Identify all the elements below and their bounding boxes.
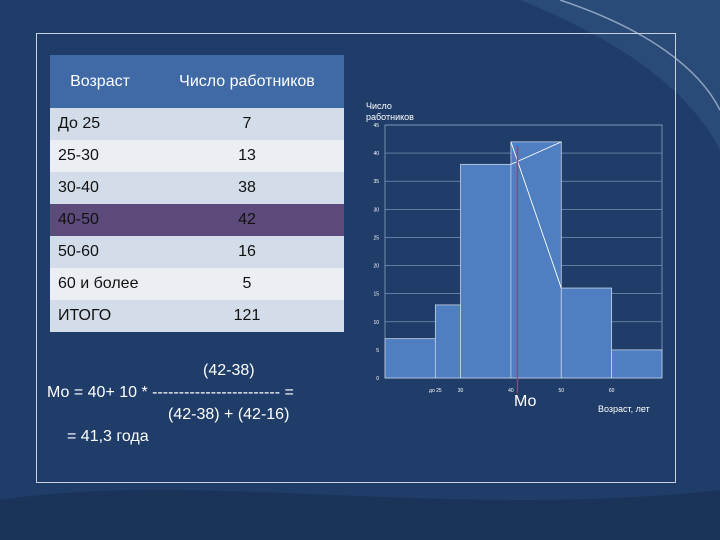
header-count: Число работников (149, 55, 344, 108)
histogram-bar (384, 338, 436, 379)
table-row: До 25 7 (50, 108, 344, 140)
histogram-bar (510, 141, 562, 379)
x-tick-label: 50 (558, 388, 564, 394)
cell-age: 50-60 (50, 236, 150, 268)
table-row: 30-40 38 (50, 172, 344, 204)
header-age: Возраст (50, 55, 150, 108)
cell-count: 42 (149, 204, 344, 236)
table-row: 25-30 13 (50, 140, 344, 172)
mode-construction-line (510, 141, 562, 289)
y-tick-label: 35 (373, 179, 379, 185)
histogram-bar (560, 287, 613, 379)
y-tick-label: 30 (373, 207, 379, 213)
table-row: 50-60 16 (50, 236, 344, 268)
cell-age: 30-40 (50, 172, 150, 204)
x-tick-label: 30 (458, 388, 464, 394)
table-row: 60 и более 5 (50, 268, 344, 300)
x-tick-label: 40 (508, 388, 514, 394)
y-tick-label: 45 (373, 123, 379, 129)
cell-count: 5 (149, 268, 344, 300)
cell-count: 16 (149, 236, 344, 268)
formula-denominator: (42-38) + (42-16) (168, 406, 290, 423)
y-tick-label: 0 (376, 376, 379, 382)
chart-ylabel: Число работников (366, 101, 414, 122)
cell-age: 25-30 (50, 140, 150, 172)
y-tick-label: 10 (373, 320, 379, 326)
histogram-chart: 0 5 10 15 20 25 30 35 40 45 до 25 30 40 50 60 (373, 123, 663, 394)
histogram-bar (434, 304, 461, 379)
cell-count: 121 (149, 300, 344, 332)
table-header-row: Возраст Число работников (50, 55, 344, 108)
cell-age: 60 и более (50, 268, 150, 300)
y-tick-label: 5 (376, 348, 379, 354)
formula-result: = 41,3 года (67, 428, 149, 445)
chart-xlabel: Возраст, лет (598, 404, 650, 414)
cell-age: 40-50 (50, 204, 150, 236)
y-tick-label: 40 (373, 151, 379, 157)
y-tick-label: 15 (373, 292, 379, 298)
content-frame (36, 33, 676, 483)
table-row-modal: 40-50 42 (50, 204, 344, 236)
histogram-bar (611, 349, 663, 379)
formula-main: Мо = 40+ 10 * ------------------------ = (47, 384, 294, 401)
y-tick-label: 25 (373, 235, 379, 241)
table-row-total: ИТОГО 121 (50, 300, 344, 332)
mode-label: Мо (514, 393, 537, 410)
mode-construction-line (510, 141, 562, 165)
histogram-bar (460, 163, 512, 379)
y-tick-label: 20 (373, 264, 379, 270)
cell-age: ИТОГО (50, 300, 150, 332)
cell-age: До 25 (50, 108, 150, 140)
cell-count: 7 (149, 108, 344, 140)
x-tick-label: до 25 (429, 388, 442, 394)
cell-count: 13 (149, 140, 344, 172)
formula-numerator: (42-38) (203, 362, 255, 379)
cell-count: 38 (149, 172, 344, 204)
x-tick-label: 60 (609, 388, 615, 394)
data-table: Возраст Число работников До 25 7 25-30 13 … (50, 55, 344, 332)
